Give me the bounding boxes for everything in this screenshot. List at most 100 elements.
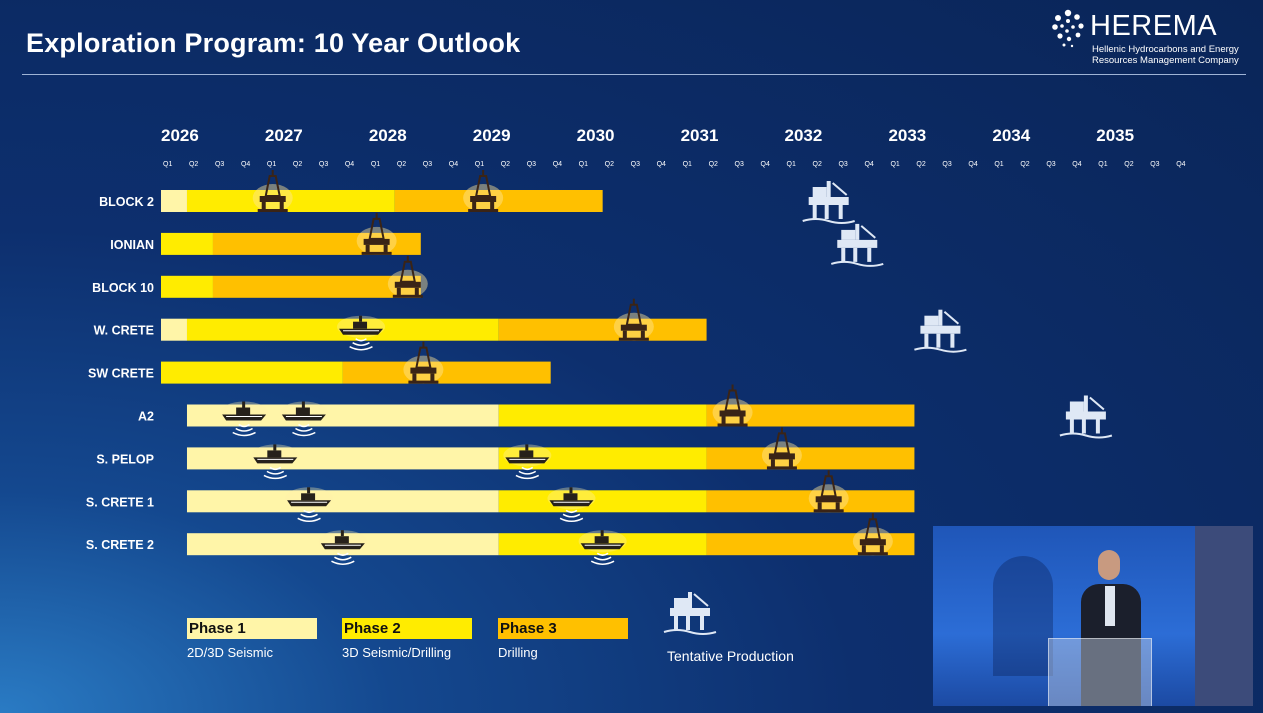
drilling-rig-icon-0-7 [808, 470, 849, 513]
ship-mast [569, 487, 573, 494]
rig-deck [768, 453, 795, 460]
seismic-vessel-icon-0-6 [251, 444, 300, 480]
rig-leg-left [770, 459, 775, 468]
quarter-tick-2030-Q3: Q3 [631, 161, 640, 168]
legend-phase3: Phase 3 Drilling [498, 618, 628, 660]
bar-phase2-row7 [498, 490, 707, 513]
drilling-rig-icon-0-1 [356, 212, 397, 255]
row-label-8: S. CRETE 2 [86, 538, 154, 552]
sonar-wave [303, 509, 315, 514]
sonar-wave [559, 517, 584, 523]
quarter-tick-2032-Q1: Q1 [787, 161, 796, 168]
quarter-tick-2028-Q3: Q3 [423, 161, 432, 168]
sonar-wave [263, 474, 288, 480]
platform-water [663, 629, 717, 635]
ship-cabin [334, 536, 349, 544]
year-label-2032: 2032 [785, 126, 823, 145]
quarter-tick-2028-Q2: Q2 [397, 161, 406, 168]
drilling-rig-icon-0-0 [252, 170, 293, 212]
ship-cabin [236, 407, 251, 415]
platform-water [1059, 432, 1113, 439]
platform-leg [838, 205, 843, 219]
bar-phase2-row4 [161, 361, 343, 384]
quarter-tick-2026-Q1: Q1 [163, 161, 172, 168]
drilling-rig-icon-0-2 [387, 255, 428, 298]
platform-module [674, 598, 688, 608]
platform-deck [920, 325, 961, 334]
sonar-wave [297, 517, 321, 523]
platform-leg [1095, 419, 1100, 434]
platform-tower [826, 181, 831, 197]
quarter-tick-2032-Q2: Q2 [813, 161, 822, 168]
rig-leg-left [817, 502, 822, 511]
platform-deck [808, 197, 849, 205]
quarter-tick-2031-Q4: Q4 [761, 161, 770, 168]
rig-leg-left [861, 545, 866, 554]
ship-cabin [563, 493, 578, 501]
platform-crane [832, 182, 848, 196]
sonar-wave [292, 431, 316, 437]
quarter-tick-2027-Q4: Q4 [345, 161, 354, 168]
rig-deck [394, 281, 421, 288]
ship-mast [359, 315, 363, 322]
legend-phase2-label: Phase 2 [342, 618, 472, 639]
sonar-wave [593, 556, 612, 561]
quarter-tick-2029-Q3: Q3 [527, 161, 536, 168]
row-label-6: S. PELOP [96, 452, 154, 466]
rig-leg-left [472, 202, 477, 210]
ship-mast [600, 530, 604, 537]
drilling-rig-icon-1-0 [463, 170, 504, 212]
legend-production-label: Tentative Production [667, 648, 794, 664]
bar-phase3-row4 [342, 361, 551, 384]
quarter-tick-2030-Q1: Q1 [579, 161, 588, 168]
title-divider [22, 74, 1246, 75]
platform-deck [670, 608, 710, 616]
ship-cabin [353, 321, 368, 329]
bar-phase3-row5 [706, 404, 915, 427]
sonar-wave [235, 427, 253, 432]
platform-water [830, 260, 884, 267]
production-platform-icon-p-1 [830, 223, 884, 267]
quarter-tick-2034-Q2: Q2 [1020, 161, 1029, 168]
platform-deck [1065, 411, 1106, 420]
year-label-2033: 2033 [888, 126, 926, 145]
platform-leg [700, 616, 704, 630]
year-label-2027: 2027 [265, 126, 303, 145]
ship-hull [549, 500, 594, 507]
quarter-tick-2034-Q3: Q3 [1046, 161, 1055, 168]
sonar-wave [337, 552, 349, 556]
video-side-panel [1195, 526, 1253, 706]
quarter-tick-2026-Q3: Q3 [215, 161, 224, 168]
row-label-4: SW CRETE [88, 367, 154, 381]
ship-mast [307, 487, 311, 494]
platform-leg [1081, 419, 1086, 434]
sonar-wave [298, 423, 310, 428]
quarter-tick-2035-Q1: Q1 [1098, 161, 1107, 168]
quarter-tick-2033-Q2: Q2 [916, 161, 925, 168]
quarter-tick-2032-Q3: Q3 [838, 161, 847, 168]
logo-dots-icon [1052, 9, 1084, 48]
platform-crane [860, 225, 876, 239]
rig-leg-left [622, 330, 627, 339]
sonar-wave [521, 466, 534, 471]
sonar-wave [266, 470, 285, 475]
platform-water [802, 218, 855, 224]
quarter-tick-2026-Q2: Q2 [189, 161, 198, 168]
quarter-tick-2034-Q4: Q4 [1072, 161, 1081, 168]
rig-leg-left [396, 287, 401, 296]
ship-mast [525, 444, 529, 451]
sonar-wave [300, 513, 318, 518]
speaker-video-inset [933, 526, 1253, 706]
year-label-2026: 2026 [161, 126, 199, 145]
platform-tower [855, 223, 860, 240]
ship-mast [242, 401, 246, 408]
rig-pontoon [361, 251, 392, 255]
row-label-2: BLOCK 10 [92, 281, 154, 295]
platform-module [1069, 401, 1084, 412]
production-platform-icon-legend-0 [663, 592, 717, 635]
bar-phase1-row0 [161, 190, 187, 212]
quarter-tick-2031-Q2: Q2 [709, 161, 718, 168]
ship-hull [287, 500, 332, 507]
rig-deck [859, 539, 886, 546]
row-label-3: W. CRETE [94, 324, 154, 338]
